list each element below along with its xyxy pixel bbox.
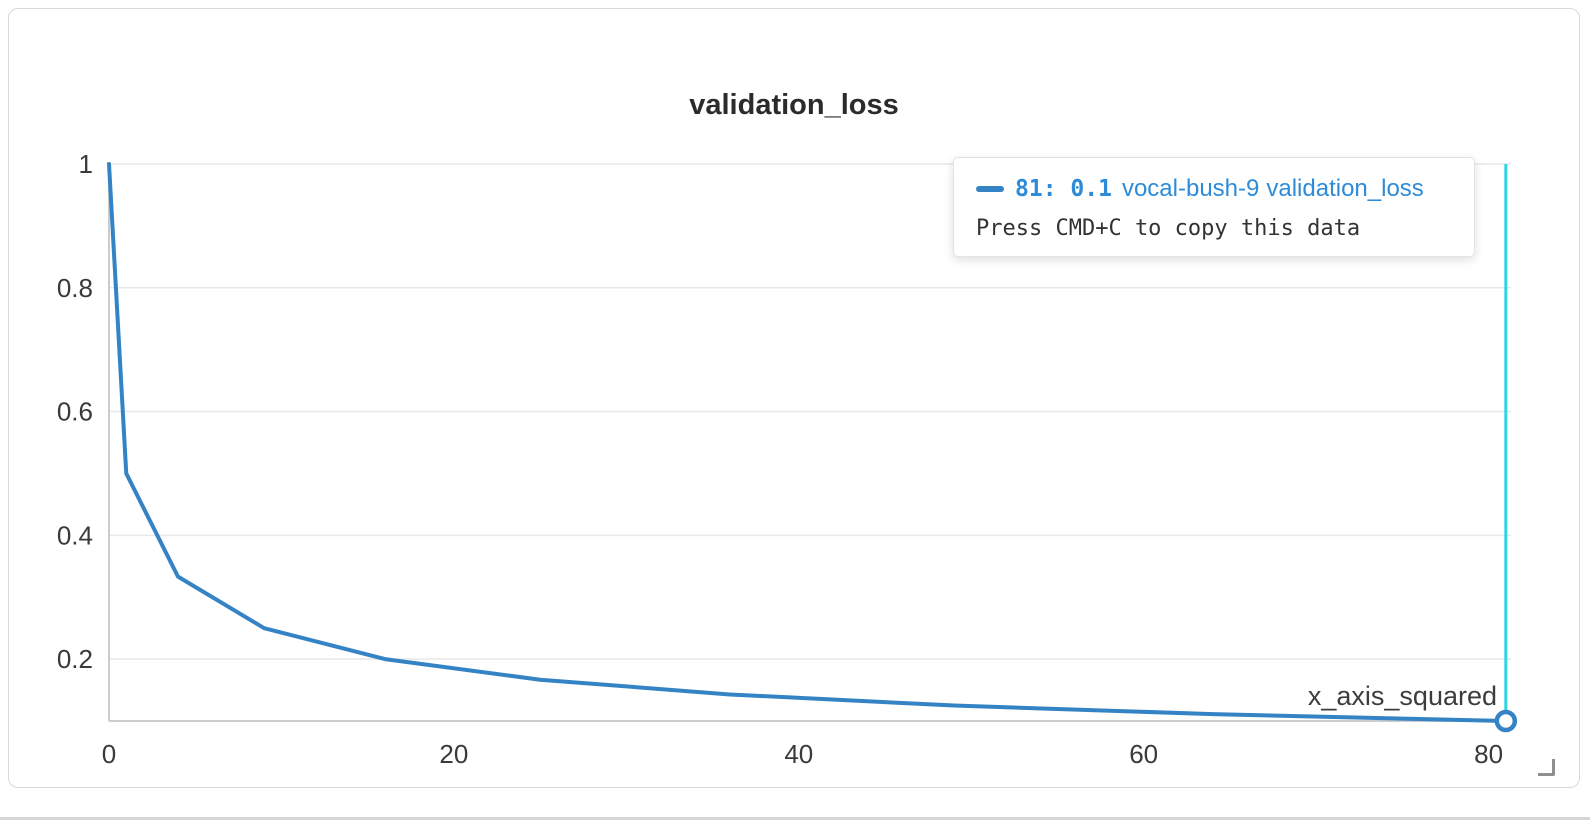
y-tick-label: 0.2 — [57, 644, 93, 674]
tooltip-x-value: 81 — [1015, 176, 1043, 202]
tooltip-point-value: 81: 0.1 — [1015, 176, 1112, 202]
x-tick-label: 0 — [102, 739, 116, 769]
next-panel-edge — [0, 817, 1590, 820]
line-chart-plot-area[interactable]: 0.2 0.4 0.6 0.8 1 0 20 40 60 80 x_axis_squared — [29, 149, 1559, 789]
y-tick-label: 0.4 — [57, 520, 93, 550]
chart-panel: validation_loss 0.2 0.4 0.6 0.8 1 0 20 40 60 80 x_… — [8, 8, 1580, 788]
x-axis-label: x_axis_squared — [1308, 681, 1497, 711]
hover-point-marker — [1494, 709, 1518, 733]
y-tick-label: 1 — [79, 149, 93, 179]
tooltip-series-row: 81: 0.1 vocal-bush-9 validation_loss — [976, 175, 1452, 203]
series-line[interactable] — [107, 162, 1508, 723]
series-color-dash-icon — [976, 186, 1004, 192]
tooltip-metric-name: validation_loss — [1266, 175, 1424, 202]
x-tick-label: 40 — [784, 739, 813, 769]
hover-tooltip: 81: 0.1 vocal-bush-9 validation_loss Pre… — [953, 157, 1475, 257]
tooltip-separator: : — [1042, 176, 1071, 202]
x-tick-label: 80 — [1474, 739, 1503, 769]
y-tick-label: 0.6 — [57, 397, 93, 427]
x-tick-label: 60 — [1129, 739, 1158, 769]
x-tick-label: 20 — [439, 739, 468, 769]
chart-title: validation_loss — [689, 89, 899, 121]
y-tick-label: 0.8 — [57, 273, 93, 303]
tooltip-run-name[interactable]: vocal-bush-9 — [1121, 175, 1260, 202]
tooltip-y-value: 0.1 — [1070, 176, 1112, 202]
tooltip-copy-hint: Press CMD+C to copy this data — [976, 216, 1361, 241]
resize-handle-icon[interactable] — [1538, 759, 1555, 776]
